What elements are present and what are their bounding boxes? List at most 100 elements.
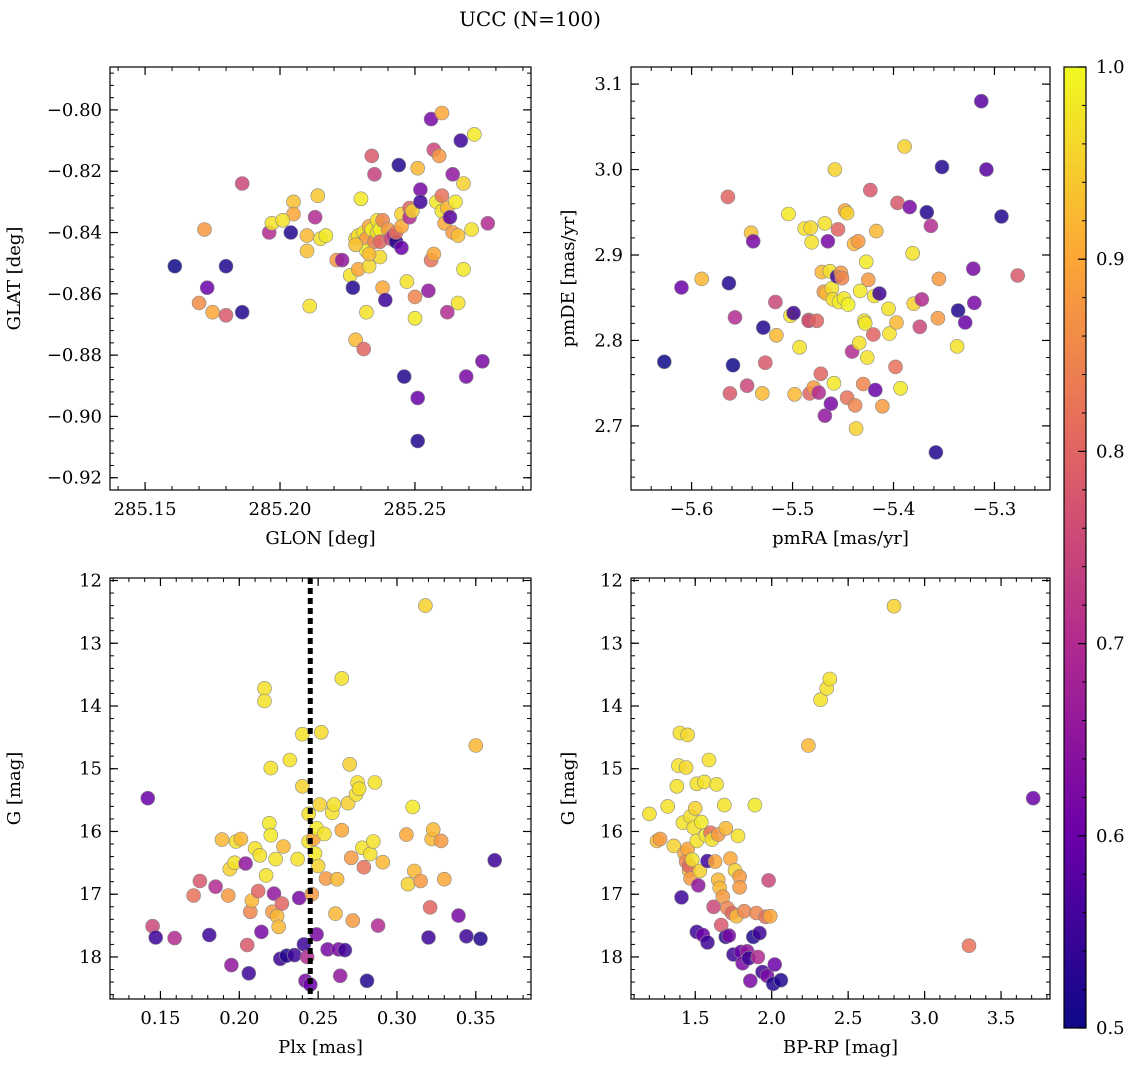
data-point bbox=[862, 182, 878, 198]
data-point bbox=[396, 369, 412, 384]
data-point bbox=[466, 127, 482, 142]
data-point bbox=[859, 350, 875, 365]
y-tick-label: 12 bbox=[600, 571, 623, 592]
data-point bbox=[453, 133, 469, 148]
data-point bbox=[852, 283, 868, 299]
x-axis-label: BP-RP [mag] bbox=[783, 1037, 898, 1058]
colorbar-gradient bbox=[1063, 66, 1087, 1029]
data-point bbox=[739, 378, 755, 394]
data-point bbox=[370, 918, 386, 933]
colorbar-tick-label: 0.5 bbox=[1096, 1018, 1125, 1039]
data-point bbox=[348, 237, 363, 253]
data-point bbox=[312, 797, 328, 812]
data-point bbox=[882, 326, 897, 341]
data-point bbox=[781, 206, 796, 222]
data-point bbox=[459, 928, 474, 944]
data-point bbox=[966, 295, 982, 311]
data-point bbox=[830, 222, 846, 237]
data-point bbox=[801, 738, 816, 753]
data-point bbox=[919, 205, 935, 220]
data-point bbox=[811, 385, 827, 400]
y-tick-label: −0.84 bbox=[47, 223, 102, 244]
data-point bbox=[271, 919, 287, 935]
data-point bbox=[928, 445, 944, 460]
data-point bbox=[718, 820, 734, 836]
data-point bbox=[334, 252, 350, 268]
data-point bbox=[813, 366, 829, 382]
data-point bbox=[337, 942, 353, 958]
data-point bbox=[768, 294, 783, 310]
data-point bbox=[707, 854, 723, 869]
data-point bbox=[847, 398, 863, 413]
data-point bbox=[334, 822, 350, 838]
data-point bbox=[890, 195, 905, 211]
data-point bbox=[855, 376, 871, 392]
x-tick-label: −5.4 bbox=[872, 499, 916, 520]
data-point bbox=[820, 234, 836, 249]
data-point bbox=[140, 790, 156, 806]
data-point bbox=[208, 879, 223, 895]
data-point bbox=[762, 908, 778, 924]
data-point bbox=[375, 280, 390, 296]
y-tick-label: 14 bbox=[79, 696, 102, 717]
data-point bbox=[290, 851, 305, 867]
data-point bbox=[241, 965, 257, 981]
data-point bbox=[234, 304, 250, 320]
y-tick-label: 2.9 bbox=[594, 245, 623, 266]
y-tick-label: 13 bbox=[600, 633, 623, 654]
data-point bbox=[433, 833, 449, 849]
figure-title: UCC (N=100) bbox=[459, 7, 601, 31]
axes-frame bbox=[630, 66, 1051, 491]
data-point bbox=[434, 188, 450, 203]
data-point bbox=[750, 949, 766, 965]
data-point bbox=[295, 778, 310, 794]
data-point bbox=[752, 925, 767, 941]
data-point bbox=[283, 225, 299, 240]
data-point bbox=[652, 831, 668, 847]
data-point bbox=[299, 228, 315, 243]
data-point bbox=[224, 957, 239, 973]
data-point bbox=[275, 213, 291, 228]
data-point bbox=[400, 876, 416, 892]
colorbar: 0.5 0.6 0.7 0.8 0.9 1.0 bbox=[1063, 57, 1125, 1039]
data-point bbox=[399, 274, 415, 289]
x-tick-label: −5.5 bbox=[771, 499, 815, 520]
data-point bbox=[809, 313, 825, 329]
data-point bbox=[727, 310, 743, 325]
data-point bbox=[757, 355, 773, 371]
y-tick-label: 2.7 bbox=[594, 416, 623, 437]
data-point bbox=[413, 182, 428, 197]
data-point bbox=[239, 937, 255, 953]
data-point bbox=[332, 968, 348, 984]
data-point bbox=[786, 305, 801, 321]
data-point bbox=[464, 222, 479, 237]
data-point bbox=[394, 240, 409, 256]
x-tick-label: 0.15 bbox=[140, 1008, 180, 1029]
data-point bbox=[666, 838, 682, 854]
data-point bbox=[407, 310, 423, 326]
y-tick-label: 18 bbox=[79, 947, 102, 968]
data-point bbox=[202, 927, 217, 943]
y-tick-label: −0.82 bbox=[47, 161, 102, 182]
data-point bbox=[736, 903, 752, 919]
y-tick-label: 16 bbox=[600, 821, 623, 842]
data-point bbox=[442, 209, 458, 225]
data-point bbox=[456, 261, 471, 277]
data-point bbox=[678, 760, 694, 775]
data-point bbox=[367, 167, 382, 182]
data-point bbox=[359, 304, 374, 320]
data-point bbox=[868, 223, 884, 239]
data-point bbox=[404, 203, 420, 219]
data-point bbox=[473, 931, 488, 947]
y-tick-label: 18 bbox=[600, 947, 623, 968]
data-point bbox=[950, 303, 966, 318]
data-point bbox=[367, 775, 383, 790]
data-point bbox=[912, 319, 928, 335]
data-point bbox=[458, 369, 474, 384]
data-point bbox=[186, 888, 201, 903]
data-point bbox=[365, 834, 381, 849]
colorbar-tick-label: 1.0 bbox=[1096, 57, 1125, 78]
x-tick-label: 0.20 bbox=[219, 1008, 259, 1029]
data-point bbox=[431, 148, 447, 164]
